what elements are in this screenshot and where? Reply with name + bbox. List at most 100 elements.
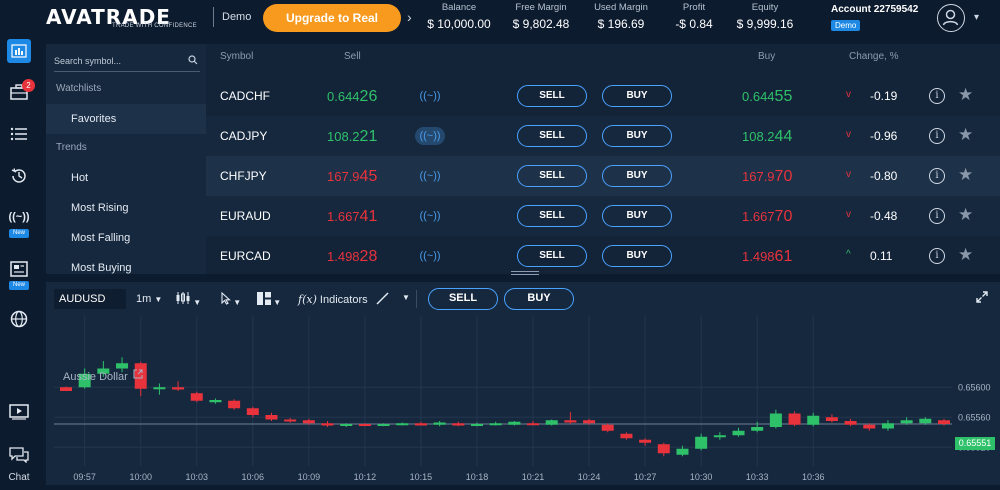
buy-button[interactable]: BUY bbox=[602, 165, 672, 187]
favorite-star-icon[interactable]: ★ bbox=[958, 165, 974, 184]
sell-button[interactable]: SELL bbox=[517, 165, 587, 187]
chart-symbol-field[interactable]: AUDUSD bbox=[54, 289, 126, 309]
candle-body[interactable] bbox=[713, 435, 726, 438]
symbol-name[interactable]: EURCAD bbox=[220, 249, 271, 263]
signal-wave-icon[interactable]: ((~)) bbox=[419, 250, 441, 262]
candle-body[interactable] bbox=[601, 424, 614, 431]
chevron-right-icon[interactable]: › bbox=[407, 9, 412, 25]
candle-body[interactable] bbox=[340, 424, 353, 426]
candle-body[interactable] bbox=[863, 424, 876, 429]
candle-body[interactable] bbox=[769, 413, 782, 428]
candle-body[interactable] bbox=[657, 444, 670, 454]
table-row[interactable]: CHFJPY 167.945 ((~)) SELL BUY 167.970 v -0.80 i ★ bbox=[206, 156, 1000, 196]
account-info[interactable]: Account 22759542 Demo bbox=[831, 4, 918, 33]
candle-body[interactable] bbox=[807, 415, 820, 425]
candle-body[interactable] bbox=[302, 420, 315, 424]
candle-body[interactable] bbox=[470, 424, 483, 426]
watchlist-item[interactable]: Most Buying bbox=[71, 262, 132, 274]
candle-body[interactable] bbox=[695, 436, 708, 449]
panel-resize-handle[interactable] bbox=[511, 271, 539, 279]
favorite-star-icon[interactable]: ★ bbox=[958, 125, 974, 144]
nav-list[interactable] bbox=[0, 119, 38, 149]
signal-wave-icon[interactable]: ((~)) bbox=[415, 127, 445, 145]
indicators-button[interactable]: f(x) Indicators bbox=[298, 293, 368, 306]
watchlist-item[interactable]: Most Rising bbox=[71, 202, 129, 214]
info-icon[interactable]: i bbox=[929, 248, 945, 264]
candle-body[interactable] bbox=[414, 423, 427, 426]
watchlist-item[interactable]: Most Falling bbox=[71, 232, 131, 244]
info-icon[interactable]: i bbox=[929, 88, 945, 104]
nav-news[interactable] bbox=[0, 254, 38, 284]
table-row[interactable]: CADCHF 0.64426 ((~)) SELL BUY 0.64455 v -0.19 i ★ bbox=[206, 76, 1000, 116]
buy-button[interactable]: BUY bbox=[602, 125, 672, 147]
candle-body[interactable] bbox=[583, 420, 596, 424]
candle-body[interactable] bbox=[900, 420, 913, 424]
candle-body[interactable] bbox=[358, 424, 371, 426]
table-row[interactable]: EURCAD 1.49828 ((~)) SELL BUY 1.49861 ^ 0.11 i ★ bbox=[206, 236, 1000, 276]
candle-body[interactable] bbox=[620, 433, 633, 439]
chart-sell-button[interactable]: SELL bbox=[428, 288, 498, 310]
candle-body[interactable] bbox=[676, 448, 689, 455]
sell-button[interactable]: SELL bbox=[517, 245, 587, 267]
nav-portfolio[interactable]: 2 bbox=[0, 77, 38, 107]
drawing-tool-button[interactable] bbox=[376, 292, 389, 308]
price-chart-svg[interactable]: 09:57 10:00 10:03 10:06 10:09 10:12 10:15 10:18… bbox=[46, 316, 1000, 485]
candle-body[interactable] bbox=[190, 393, 203, 401]
candle-body[interactable] bbox=[78, 373, 91, 388]
info-icon[interactable]: i bbox=[929, 208, 945, 224]
chart-buy-button[interactable]: BUY bbox=[504, 288, 574, 310]
candle-body[interactable] bbox=[639, 439, 652, 443]
candle-body[interactable] bbox=[433, 422, 446, 425]
candle-body[interactable] bbox=[134, 363, 147, 389]
fullscreen-button[interactable] bbox=[976, 291, 988, 306]
column-header-buy[interactable]: Buy bbox=[758, 51, 776, 62]
watchlist-item[interactable]: Hot bbox=[71, 172, 89, 184]
candle-body[interactable] bbox=[564, 420, 577, 423]
nav-chat[interactable] bbox=[0, 443, 38, 467]
candle-body[interactable] bbox=[732, 430, 745, 436]
column-header-symbol[interactable]: Symbol bbox=[220, 51, 254, 62]
favorite-star-icon[interactable]: ★ bbox=[958, 245, 974, 264]
layout-selector[interactable]: ▼ bbox=[257, 292, 281, 308]
candle-body[interactable] bbox=[545, 420, 558, 425]
symbol-name[interactable]: CADJPY bbox=[220, 129, 268, 143]
watchlist-section-header[interactable]: Trends bbox=[56, 142, 87, 153]
watchlist-section-header[interactable]: Watchlists bbox=[56, 83, 102, 94]
info-icon[interactable]: i bbox=[929, 168, 945, 184]
nav-history[interactable] bbox=[0, 161, 38, 191]
chevron-down-icon[interactable]: ▼ bbox=[402, 293, 410, 302]
watchlist-item[interactable]: Favorites bbox=[46, 104, 206, 134]
candle-body[interactable] bbox=[881, 423, 894, 429]
candle-body[interactable] bbox=[172, 387, 185, 390]
sell-button[interactable]: SELL bbox=[517, 125, 587, 147]
nav-globe[interactable] bbox=[0, 304, 38, 334]
sell-button[interactable]: SELL bbox=[517, 85, 587, 107]
candle-body[interactable] bbox=[489, 423, 502, 426]
candle-body[interactable] bbox=[452, 423, 465, 426]
signal-wave-icon[interactable]: ((~)) bbox=[419, 210, 441, 222]
candle-body[interactable] bbox=[228, 400, 241, 409]
symbol-name[interactable]: EURAUD bbox=[220, 209, 271, 223]
candle-body[interactable] bbox=[825, 417, 838, 421]
candle-body[interactable] bbox=[60, 387, 72, 391]
sell-button[interactable]: SELL bbox=[517, 205, 587, 227]
upgrade-to-real-button[interactable]: Upgrade to Real bbox=[263, 4, 401, 32]
search-symbol-input[interactable] bbox=[54, 52, 184, 70]
account-menu-chevron-icon[interactable]: ▾ bbox=[974, 12, 980, 23]
symbol-name[interactable]: CADCHF bbox=[220, 89, 270, 103]
candle-body[interactable] bbox=[919, 418, 932, 424]
candle-body[interactable] bbox=[246, 408, 259, 415]
timeframe-selector[interactable]: 1m ▼ bbox=[136, 293, 162, 305]
candle-body[interactable] bbox=[396, 423, 409, 426]
table-row[interactable]: EURAUD 1.66741 ((~)) SELL BUY 1.66770 v -0.48 i ★ bbox=[206, 196, 1000, 236]
candle-body[interactable] bbox=[209, 400, 222, 403]
candle-body[interactable] bbox=[97, 368, 110, 374]
candle-body[interactable] bbox=[527, 423, 540, 426]
cursor-tool-selector[interactable]: ▼ bbox=[221, 291, 241, 308]
nav-markets[interactable] bbox=[0, 36, 38, 66]
candle-body[interactable] bbox=[321, 423, 334, 426]
price-chart[interactable]: 09:57 10:00 10:03 10:06 10:09 10:12 10:15 10:18… bbox=[46, 316, 1000, 485]
signal-wave-icon[interactable]: ((~)) bbox=[419, 90, 441, 102]
candle-body[interactable] bbox=[265, 415, 278, 420]
avatrade-logo[interactable]: AVATRADE TRADE WITH CONFIDENCE bbox=[46, 5, 206, 31]
